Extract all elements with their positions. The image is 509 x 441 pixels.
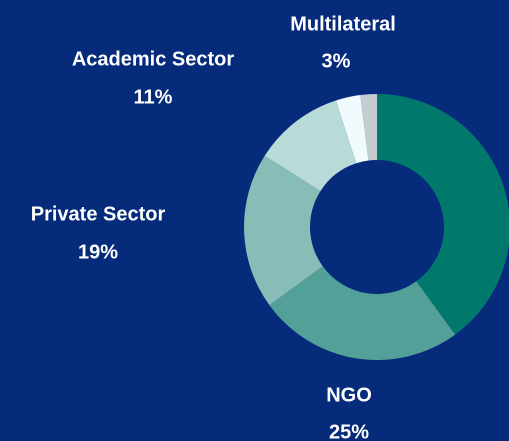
slice-value-label: 11% — [134, 86, 173, 108]
donut-slice — [244, 155, 323, 306]
donut-slice — [377, 94, 509, 335]
slice-value-label: 3% — [322, 50, 351, 72]
slice-label: NGO — [326, 384, 372, 406]
slice-label: Academic Sector — [72, 48, 235, 70]
slice-label: Multilateral — [290, 13, 396, 35]
slice-value-label: 19% — [78, 241, 118, 263]
donut-slice — [335, 95, 369, 164]
slice-value-label: 25% — [329, 421, 369, 441]
donut-slice — [264, 100, 357, 192]
donut-slice — [360, 94, 377, 161]
donut-slice — [269, 266, 456, 361]
slice-label: Private Sector — [31, 203, 166, 225]
